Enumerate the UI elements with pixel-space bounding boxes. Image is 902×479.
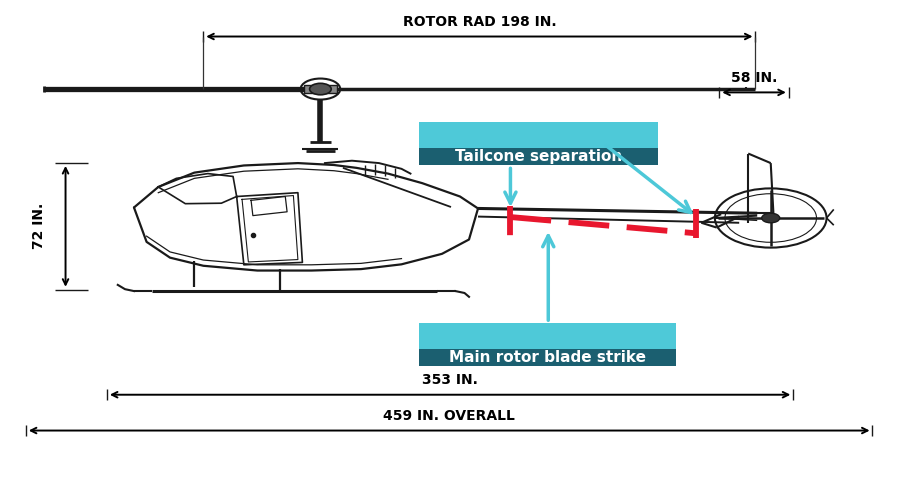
Bar [419,323,676,349]
Text: Main rotor blade strike: Main rotor blade strike [449,350,647,365]
Bar [419,123,658,148]
Text: Tailcone separation: Tailcone separation [456,149,622,164]
Circle shape [761,213,779,223]
Bar [419,148,658,165]
Text: 353 IN.: 353 IN. [422,373,478,387]
Text: ROTOR RAD 198 IN.: ROTOR RAD 198 IN. [402,15,557,29]
Text: 58 IN.: 58 IN. [731,71,778,85]
Text: 72 IN.: 72 IN. [32,203,45,250]
Circle shape [309,83,331,95]
Bar [304,85,336,93]
Text: 459 IN. OVERALL: 459 IN. OVERALL [383,409,515,423]
Bar [419,349,676,366]
